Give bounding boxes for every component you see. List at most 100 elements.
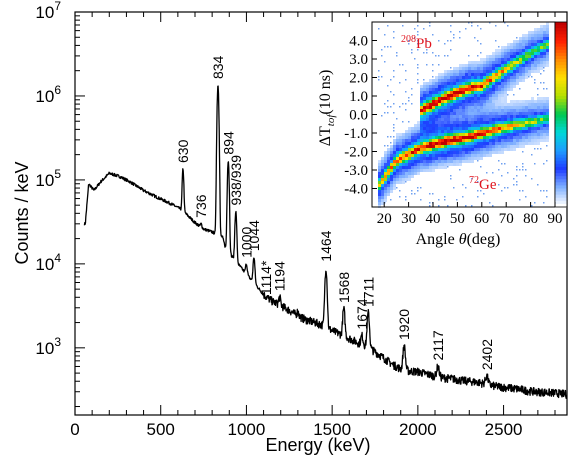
scatter-dot (432, 70, 434, 72)
heat-cell (501, 76, 504, 79)
heat-cell (453, 139, 456, 142)
scatter-dot (504, 187, 506, 189)
heat-cell (507, 145, 510, 148)
heat-cell (546, 133, 549, 136)
heat-cell (450, 94, 453, 97)
heat-cell (477, 70, 480, 73)
y-axis-title: Counts / keV (12, 161, 32, 264)
heat-cell (468, 94, 471, 97)
heat-cell (483, 58, 486, 61)
heat-cell (513, 85, 516, 88)
heat-cell (426, 136, 429, 139)
heat-cell (462, 109, 465, 112)
heat-cell (495, 49, 498, 52)
heat-cell (426, 88, 429, 91)
heat-cell (540, 55, 543, 58)
heat-cell (459, 124, 462, 127)
heat-cell (486, 106, 489, 109)
heat-cell (432, 85, 435, 88)
heat-cell (444, 100, 447, 103)
heat-cell (537, 103, 540, 106)
heat-cell (414, 163, 417, 166)
heat-cell (465, 157, 468, 160)
heat-cell (495, 130, 498, 133)
heat-cell (489, 97, 492, 100)
heat-cell (387, 181, 390, 184)
scatter-dot (525, 196, 527, 198)
heat-cell (519, 73, 522, 76)
heat-cell (438, 109, 441, 112)
heat-cell (402, 154, 405, 157)
inset-x-tick-label: 40 (426, 211, 441, 227)
heat-cell (540, 127, 543, 130)
heat-cell (402, 145, 405, 148)
heat-cell (417, 145, 420, 148)
scatter-dot (381, 49, 383, 51)
heat-cell (516, 61, 519, 64)
scatter-dot (465, 28, 467, 30)
heat-cell (480, 106, 483, 109)
heat-cell (486, 109, 489, 112)
heat-cell (435, 142, 438, 145)
scatter-dot (390, 91, 392, 93)
heat-cell (474, 130, 477, 133)
heat-cell (462, 112, 465, 115)
colorbar-step (555, 163, 567, 168)
heat-cell (483, 94, 486, 97)
heat-cell (447, 136, 450, 139)
heat-cell (489, 79, 492, 82)
heat-cell (435, 115, 438, 118)
scatter-dot (405, 79, 407, 81)
heat-cell (456, 127, 459, 130)
heat-cell (489, 91, 492, 94)
heat-cell (411, 142, 414, 145)
heat-cell (381, 202, 384, 205)
heat-cell (411, 130, 414, 133)
heat-cell (432, 121, 435, 124)
heat-cell (465, 82, 468, 85)
heat-cell (420, 115, 423, 118)
scatter-dot (414, 193, 416, 195)
heat-cell (471, 103, 474, 106)
heat-cell (447, 73, 450, 76)
heat-cell (513, 139, 516, 142)
scatter-dot (390, 46, 392, 48)
colorbar-step (555, 154, 567, 159)
heat-cell (453, 85, 456, 88)
heat-cell (516, 64, 519, 67)
heat-cell (414, 124, 417, 127)
scatter-dot (480, 190, 482, 192)
heat-cell (540, 115, 543, 118)
heat-cell (516, 46, 519, 49)
heat-cell (531, 112, 534, 115)
heat-cell (399, 157, 402, 160)
heat-cell (453, 151, 456, 154)
heat-cell (486, 118, 489, 121)
scatter-dot (411, 103, 413, 105)
x-tick-label: 2000 (399, 420, 437, 439)
heat-cell (453, 121, 456, 124)
heat-cell (465, 127, 468, 130)
heat-cell (390, 157, 393, 160)
scatter-dot (459, 31, 461, 33)
heat-cell (450, 109, 453, 112)
heat-cell (453, 133, 456, 136)
heat-cell (456, 70, 459, 73)
heat-cell (465, 136, 468, 139)
heat-cell (516, 112, 519, 115)
heat-cell (378, 199, 381, 202)
heat-cell (534, 64, 537, 67)
heat-cell (381, 187, 384, 190)
heat-cell (429, 79, 432, 82)
heat-cell (459, 142, 462, 145)
heat-cell (441, 103, 444, 106)
heat-cell (393, 154, 396, 157)
heat-cell (447, 157, 450, 160)
scatter-dot (426, 52, 428, 54)
scatter-dot (393, 70, 395, 72)
heat-cell (468, 121, 471, 124)
heat-cell (396, 172, 399, 175)
heat-cell (513, 124, 516, 127)
heat-cell (456, 94, 459, 97)
heat-cell (489, 124, 492, 127)
